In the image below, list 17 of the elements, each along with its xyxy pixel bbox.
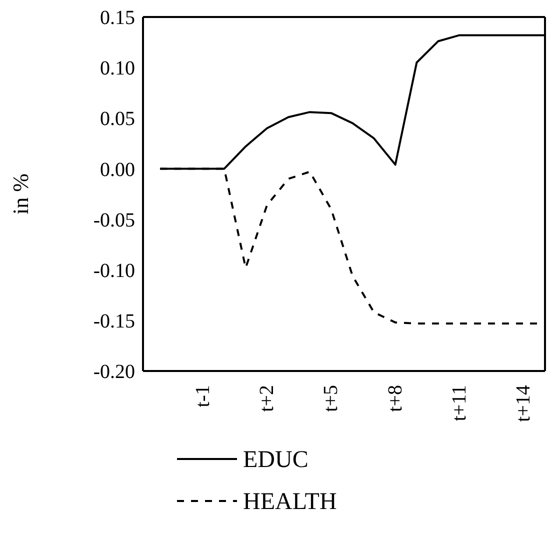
x-tick-label: t+5 bbox=[320, 385, 342, 412]
y-tick-label: 0.00 bbox=[100, 158, 135, 181]
x-tick-label: t+14 bbox=[512, 385, 535, 422]
legend-label: EDUC bbox=[243, 447, 308, 473]
x-tick-label: t-1 bbox=[192, 385, 214, 408]
x-tick-label: t+11 bbox=[448, 385, 470, 422]
y-tick-label: -0.15 bbox=[93, 310, 135, 333]
legend-label: HEALTH bbox=[243, 489, 337, 515]
y-tick-label: -0.20 bbox=[93, 361, 135, 384]
y-tick-label: 0.10 bbox=[100, 58, 135, 80]
x-tick-label: t+2 bbox=[256, 385, 278, 412]
y-axis-title: in % bbox=[8, 174, 33, 214]
y-tick-label: -0.05 bbox=[93, 209, 135, 232]
y-tick-label: 0.15 bbox=[100, 7, 135, 30]
x-tick-label: t+8 bbox=[384, 385, 406, 412]
y-tick-label: 0.05 bbox=[100, 108, 135, 130]
y-tick-label: -0.10 bbox=[93, 260, 135, 282]
